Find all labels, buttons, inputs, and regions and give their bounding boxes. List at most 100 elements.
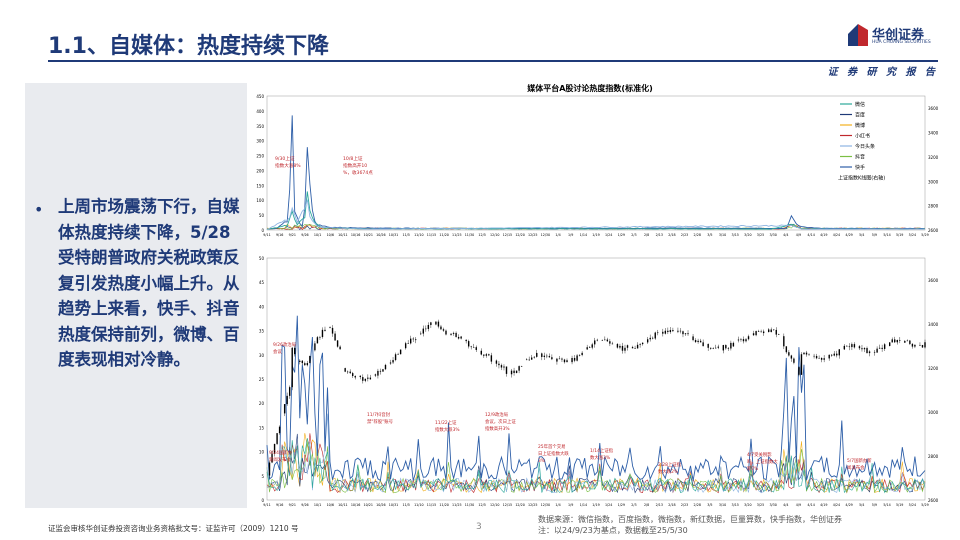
kline-candle — [682, 331, 684, 335]
kline-candle — [707, 343, 709, 348]
x-tick-label: 9/21 — [289, 233, 296, 237]
x-tick-label: 2/23 — [681, 233, 688, 237]
kline-candle — [571, 357, 573, 363]
kline-candle — [420, 333, 422, 335]
kline-candle — [324, 329, 326, 331]
kline-candle — [634, 348, 636, 349]
y2-tick-label: 3600 — [928, 106, 939, 111]
kline-candle — [838, 349, 840, 356]
x-tick-label: 4/29 — [845, 233, 852, 237]
x-tick-label: 2/3 — [631, 233, 636, 237]
kline-candle — [889, 342, 891, 346]
y-tick-label: 250 — [256, 154, 264, 159]
kline-candle — [755, 331, 757, 336]
x-tick-label: 4/19 — [820, 503, 827, 507]
x-tick-label: 3/20 — [744, 503, 751, 507]
annotation-label: 跌7% — [747, 465, 758, 472]
x-tick-label: 5/14 — [883, 503, 890, 507]
x-tick-label: 11/20 — [439, 503, 449, 507]
kline-candle — [636, 344, 639, 349]
kline-candle — [921, 344, 924, 348]
kline-candle — [283, 404, 286, 414]
kline-candle — [904, 341, 906, 343]
x-tick-label: 11/25 — [452, 233, 462, 237]
kline-candle — [662, 331, 664, 334]
annotation-label: 3% — [538, 458, 545, 464]
annotation-label: 9/26政治局 — [273, 341, 296, 348]
annotation-label: 指数大跌3% — [435, 426, 460, 433]
kline-candle — [911, 343, 914, 347]
kline-candle — [878, 347, 881, 349]
kline-candle — [276, 433, 278, 444]
kline-candle — [455, 332, 457, 337]
x-tick-label: 3/5 — [707, 233, 712, 237]
kline-candle — [846, 345, 848, 347]
kline-candle — [344, 368, 346, 372]
kline-candle — [747, 336, 750, 340]
x-tick-label: 3/25 — [757, 503, 764, 507]
annotation-label: 5/7国新办新 — [847, 457, 872, 464]
legend-label: 微信 — [855, 101, 865, 108]
kline-candle — [510, 370, 513, 375]
annotation-label: 响，上证指数大 — [747, 458, 778, 465]
kline-candle — [699, 340, 702, 343]
legend-label: 百度 — [855, 112, 865, 119]
bullet-icon: • — [34, 200, 44, 219]
kline-candle — [664, 330, 667, 334]
annotation-label: 2/28上证指 — [658, 461, 682, 468]
x-tick-label: 4/9 — [796, 233, 801, 237]
kline-candle — [631, 347, 634, 349]
annotation-label: 1/14上证指 — [590, 447, 614, 454]
annotation-label: 指数高开3% — [485, 425, 510, 432]
kline-candle — [740, 339, 742, 340]
kline-candle — [710, 347, 712, 349]
kline-candle — [450, 333, 452, 335]
summary-panel — [25, 83, 247, 508]
kline-candle — [349, 371, 351, 374]
kline-candle — [805, 352, 808, 355]
kline-candle — [379, 370, 382, 372]
x-tick-label: 5/14 — [883, 233, 890, 237]
annotation-label: 4/7受关税影 — [747, 451, 772, 458]
kline-candle — [488, 354, 490, 356]
kline-candle — [437, 321, 440, 327]
kline-candle — [697, 340, 699, 343]
x-tick-label: 1/24 — [605, 503, 612, 507]
kline-candle — [397, 354, 399, 355]
x-tick-label: 2/13 — [656, 503, 663, 507]
x-tick-label: 12/5 — [478, 503, 485, 507]
kline-candle — [727, 348, 730, 349]
x-tick-label: 1/9 — [568, 233, 573, 237]
y-tick-label: 0 — [261, 498, 264, 503]
x-tick-label: 1/29 — [618, 233, 625, 237]
y2-tick-label: 2800 — [928, 204, 939, 209]
kline-candle — [694, 340, 697, 343]
x-tick-label: 1/4 — [555, 503, 560, 507]
x-tick-label: 1/4 — [555, 233, 560, 237]
kline-candle — [639, 344, 641, 345]
x-tick-label: 5/4 — [859, 503, 864, 507]
kline-candle — [793, 358, 795, 363]
y2-tick-label: 3400 — [928, 322, 939, 327]
kline-candle — [757, 331, 760, 332]
x-tick-label: 3/15 — [731, 233, 738, 237]
x-tick-label: 5/9 — [872, 233, 877, 237]
y-tick-label: 50 — [259, 256, 265, 261]
x-tick-label: 10/11 — [338, 503, 348, 507]
kline-candle — [268, 462, 271, 476]
kline-candle — [669, 330, 672, 333]
x-tick-label: 4/9 — [796, 503, 801, 507]
series-line-微信 — [266, 438, 926, 494]
x-tick-label: 2/8 — [644, 233, 649, 237]
kline-candle — [687, 333, 689, 335]
x-tick-label: 12/30 — [541, 233, 551, 237]
annotation-label: 25年首个交易 — [538, 443, 566, 450]
x-tick-label: 4/14 — [807, 233, 814, 237]
kline-candle — [616, 344, 619, 348]
x-tick-label: 10/26 — [376, 503, 386, 507]
kline-candle — [868, 351, 871, 354]
kline-candle — [783, 336, 785, 347]
x-tick-label: 10/21 — [363, 233, 373, 237]
kline-candle — [490, 355, 493, 362]
kline-candle — [399, 349, 402, 355]
